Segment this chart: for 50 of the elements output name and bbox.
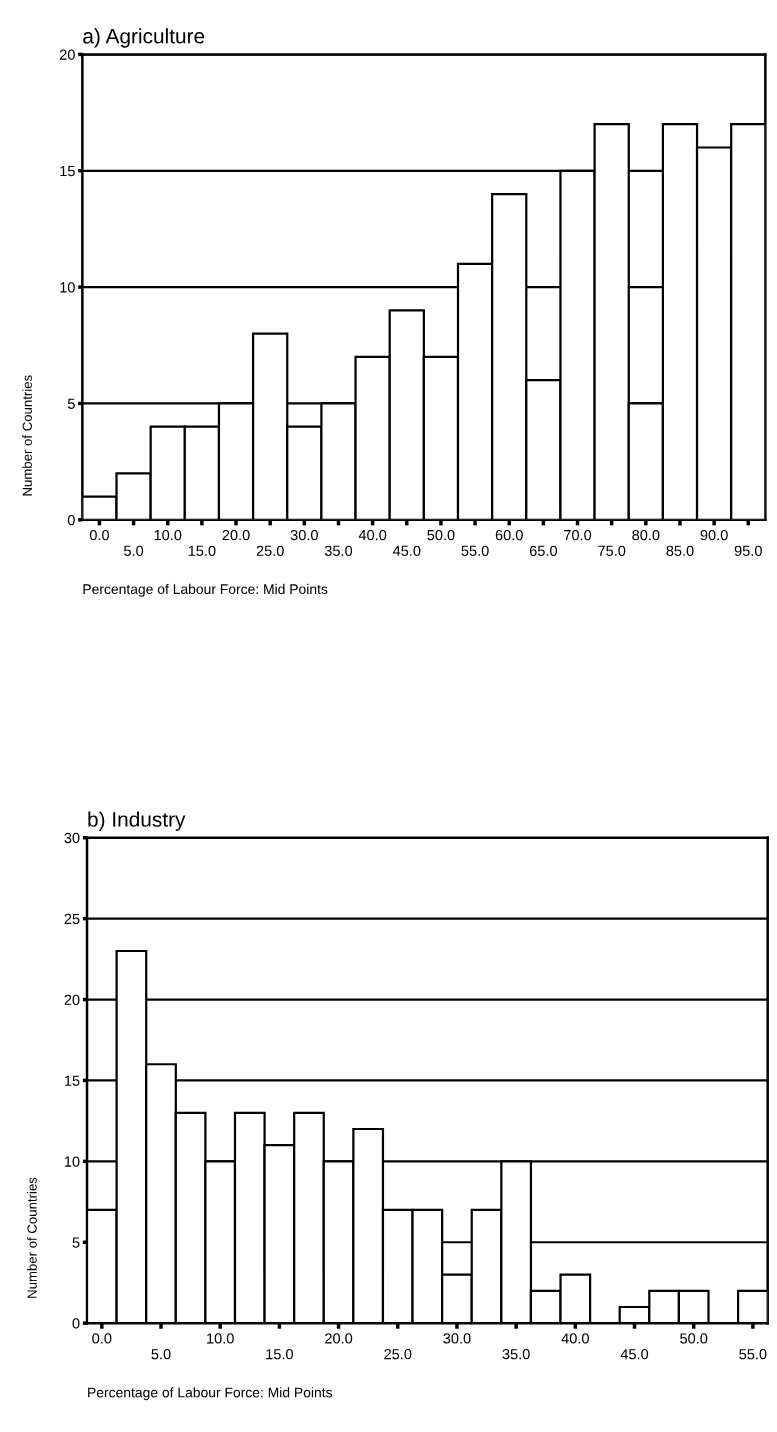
x-tick-label: 45.0 <box>620 1348 649 1360</box>
x-tick-label: 5.0 <box>151 1348 171 1360</box>
y-tick-label: 15 <box>64 1075 80 1086</box>
y-tick-label: 5 <box>72 1237 80 1248</box>
x-tick-label: 5.0 <box>124 545 144 556</box>
y-tick-label: 20 <box>64 994 80 1005</box>
x-tick-label: 15.0 <box>188 545 216 556</box>
y-tick-label: 0 <box>67 514 75 526</box>
x-tick-label: 90.0 <box>700 529 728 541</box>
x-tick-label: 85.0 <box>666 545 694 556</box>
x-tick-label: 0.0 <box>89 529 109 541</box>
x-tick-label: 10.0 <box>154 529 182 541</box>
x-tick-label: 95.0 <box>734 545 762 556</box>
x-tick-label: 30.0 <box>290 529 318 541</box>
x-tick-label: 30.0 <box>443 1333 471 1344</box>
x-tick-label: 50.0 <box>680 1333 708 1344</box>
y-tick-label: 15 <box>60 166 75 177</box>
x-tick-label: 60.0 <box>495 529 523 541</box>
x-tick-label: 25.0 <box>384 1348 412 1360</box>
y-tick-label: 10 <box>60 282 75 293</box>
x-tick-label: 10.0 <box>207 1333 234 1344</box>
x-tick-label: 0.0 <box>92 1333 112 1344</box>
y-tick-label: 5 <box>67 398 75 409</box>
x-axis-title: Percentage of Labour Force: Mid Points <box>88 1387 333 1401</box>
x-tick-label: 40.0 <box>561 1333 589 1344</box>
y-tick-label: 10 <box>64 1156 80 1167</box>
x-tick-label: 15.0 <box>266 1348 293 1360</box>
y-axis-title: Number of Countries <box>27 1177 37 1298</box>
x-tick-label: 55.0 <box>739 1348 767 1360</box>
y-axis-title: Number of Countries <box>22 375 32 496</box>
x-tick-label: 20.0 <box>222 529 250 541</box>
x-tick-label: 40.0 <box>358 529 387 541</box>
y-tick-label: 30 <box>64 832 80 844</box>
y-tick-label: 20 <box>59 49 75 60</box>
x-tick-label: 35.0 <box>502 1348 530 1360</box>
chart-title: b) Industry <box>88 811 186 831</box>
x-tick-label: 20.0 <box>325 1333 353 1344</box>
x-tick-label: 80.0 <box>632 529 660 541</box>
x-tick-label: 50.0 <box>427 529 455 541</box>
x-tick-label: 45.0 <box>392 545 421 556</box>
x-tick-label: 25.0 <box>256 545 284 556</box>
x-tick-label: 65.0 <box>529 545 557 556</box>
x-axis-title: Percentage of Labour Force: Mid Points <box>83 583 328 597</box>
x-tick-label: 70.0 <box>564 529 592 541</box>
y-tick-label: 25 <box>64 913 80 925</box>
x-tick-label: 75.0 <box>598 545 626 556</box>
chart-title: a) Agriculture <box>83 28 205 48</box>
x-tick-label: 55.0 <box>461 545 489 556</box>
x-tick-label: 35.0 <box>324 545 353 556</box>
y-tick-label: 0 <box>72 1318 80 1329</box>
